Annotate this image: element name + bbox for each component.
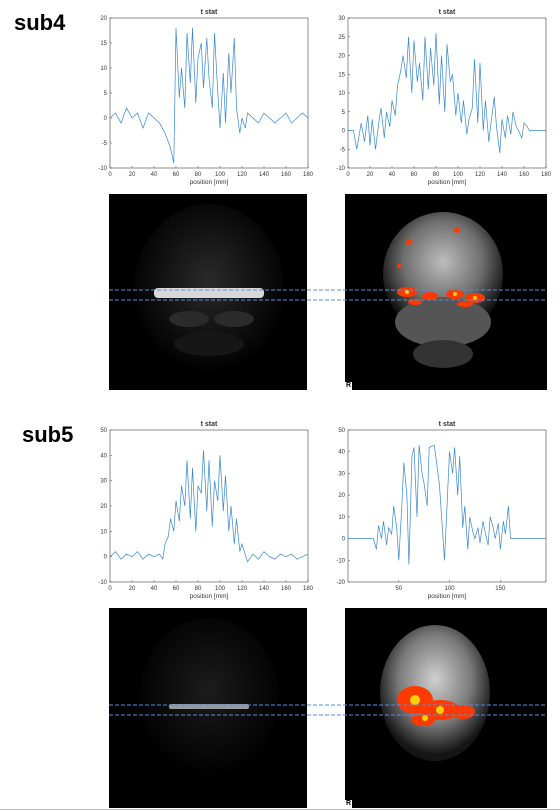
plot-area-frame	[109, 17, 309, 169]
x-tick-label: 0	[108, 172, 112, 178]
x-tick-label: 20	[129, 172, 136, 178]
sub4-raw-coronal-image	[109, 194, 307, 390]
y-tick-label: 20	[338, 493, 345, 499]
y-tick-label: 30	[338, 471, 345, 477]
x-tick-label: 60	[411, 172, 418, 178]
y-tick-label: 15	[100, 41, 107, 47]
sub5-tstat-chart-right: t stat 50 100 150 -20 -10 0 10 20 30 40 50 position …	[322, 416, 552, 608]
y-tick-label: 0	[104, 116, 108, 122]
x-tick-label: 40	[151, 172, 158, 178]
tstat-series-line	[109, 27, 309, 164]
y-tick-label: 20	[100, 16, 107, 22]
chart-title: t stat	[201, 421, 218, 428]
y-tick-label: 10	[100, 66, 107, 72]
chart-svg: t stat 0 20 40 60 80 100 120 140 160 180 -10 -5 0 5 10 1…	[98, 9, 314, 186]
x-tick-label: 50	[395, 586, 402, 592]
sub5-tstat-chart-left: t stat 0 20 40 60 80 100 120 140 160 180 -10 0 10 20 30…	[84, 416, 314, 608]
chart-svg: t stat 0 20 40 60 80 100 120 140 160 180 -10 -5 0 5 10 1…	[336, 9, 552, 186]
tstat-series-line	[348, 444, 546, 565]
y-tick-label: 5	[342, 110, 346, 116]
tstat-series-line	[348, 32, 546, 154]
x-tick-label: 180	[303, 172, 314, 178]
chart-svg: t stat 50 100 150 -20 -10 0 10 20 30 40 50 position …	[336, 421, 547, 600]
x-tick-label: 20	[129, 586, 136, 592]
x-axis-label: position [mm]	[428, 593, 467, 600]
subject-label-sub4: sub4	[14, 10, 66, 35]
sub4-activation-coronal-image: R	[345, 194, 547, 390]
y-tick-label: 25	[338, 35, 345, 41]
chart-title: t stat	[439, 9, 456, 16]
subject-label-sub5: sub5	[22, 422, 74, 447]
sub4-tstat-chart-left: t stat 0 20 40 60 80 100 120 140 160 180 -10 -5 0 5 10 1…	[84, 4, 314, 194]
chart-title: t stat	[201, 9, 218, 16]
sub4-tstat-chart-right: t stat 0 20 40 60 80 100 120 140 160 180 -10 -5 0 5 10 1…	[322, 4, 552, 194]
y-tick-label: 10	[338, 91, 345, 97]
page-bottom-divider	[0, 809, 560, 810]
y-tick-label: 30	[100, 479, 107, 485]
y-tick-label: -10	[98, 580, 107, 586]
y-tick-label: 0	[342, 129, 346, 135]
x-axis-label: position [mm]	[190, 593, 229, 600]
x-tick-label: 140	[259, 586, 270, 592]
x-tick-label: 20	[367, 172, 374, 178]
x-tick-label: 120	[237, 586, 248, 592]
y-tick-label: 30	[338, 16, 345, 22]
sub5-raw-coronal-image	[109, 608, 307, 808]
y-tick-label: 20	[100, 504, 107, 510]
x-tick-label: 60	[173, 586, 180, 592]
sub5-activation-coronal-image: R	[345, 608, 547, 808]
sub4-raw-coronal-drawing	[134, 204, 284, 374]
orientation-label-r: R	[345, 800, 353, 808]
plot-area-frame	[109, 429, 309, 583]
y-tick-label: 0	[104, 555, 108, 561]
y-tick-label: -10	[336, 166, 345, 172]
y-tick-label: 15	[338, 72, 345, 78]
y-tick-label: -10	[98, 166, 107, 172]
y-tick-label: 10	[338, 515, 345, 521]
x-tick-label: 180	[541, 172, 552, 178]
y-tick-label: 40	[338, 450, 345, 456]
x-tick-label: 140	[497, 172, 508, 178]
x-tick-label: 100	[445, 586, 456, 592]
x-tick-label: 80	[433, 172, 440, 178]
x-tick-label: 180	[303, 586, 314, 592]
y-tick-label: 20	[338, 54, 345, 60]
x-tick-label: 150	[495, 586, 506, 592]
x-tick-label: 100	[215, 586, 226, 592]
x-axis-label: position [mm]	[428, 179, 467, 186]
x-axis-label: position [mm]	[190, 179, 229, 186]
y-tick-label: -5	[340, 147, 346, 153]
tstat-series-line	[109, 450, 309, 563]
x-tick-label: 40	[389, 172, 396, 178]
y-tick-label: 50	[338, 428, 345, 434]
x-tick-label: 160	[519, 172, 530, 178]
x-tick-label: 100	[453, 172, 464, 178]
x-tick-label: 80	[195, 586, 202, 592]
chart-title: t stat	[439, 421, 456, 428]
orientation-label-r: R	[345, 382, 353, 390]
x-tick-label: 140	[259, 172, 270, 178]
x-tick-label: 160	[281, 586, 292, 592]
y-tick-label: 0	[342, 537, 346, 543]
x-tick-label: 60	[173, 172, 180, 178]
x-tick-label: 40	[151, 586, 158, 592]
x-tick-label: 120	[237, 172, 248, 178]
x-tick-label: 160	[281, 172, 292, 178]
x-tick-label: 0	[346, 172, 350, 178]
x-tick-label: 0	[108, 586, 112, 592]
x-tick-label: 120	[475, 172, 486, 178]
y-tick-label: 50	[100, 428, 107, 434]
y-tick-label: 40	[100, 453, 107, 459]
y-tick-label: 5	[104, 91, 108, 97]
y-tick-label: -5	[102, 141, 108, 147]
y-tick-label: -10	[336, 558, 345, 564]
x-tick-label: 80	[195, 172, 202, 178]
plot-area-frame	[347, 17, 547, 169]
x-tick-label: 100	[215, 172, 226, 178]
y-tick-label: -20	[336, 580, 345, 586]
y-tick-label: 10	[100, 529, 107, 535]
